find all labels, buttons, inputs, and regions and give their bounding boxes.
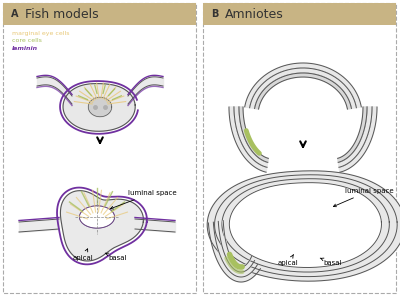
Polygon shape <box>207 171 400 281</box>
Polygon shape <box>239 107 268 162</box>
Text: core cells: core cells <box>12 38 42 44</box>
Polygon shape <box>229 107 267 172</box>
Polygon shape <box>208 222 260 282</box>
Bar <box>203 3 396 293</box>
Polygon shape <box>88 97 112 117</box>
Bar <box>203 3 396 25</box>
Polygon shape <box>245 63 361 108</box>
Polygon shape <box>223 221 252 267</box>
Text: Fish models: Fish models <box>25 7 99 20</box>
Text: basal: basal <box>105 253 126 261</box>
Text: basal: basal <box>320 258 342 266</box>
Polygon shape <box>338 107 372 167</box>
Polygon shape <box>234 107 268 167</box>
Polygon shape <box>255 73 351 109</box>
Text: apical: apical <box>73 249 94 261</box>
Polygon shape <box>214 175 397 276</box>
Polygon shape <box>80 206 114 228</box>
Text: Amniotes: Amniotes <box>225 7 284 20</box>
Bar <box>3 3 196 25</box>
Polygon shape <box>250 68 356 108</box>
Polygon shape <box>218 221 254 272</box>
Text: B: B <box>211 9 218 19</box>
Polygon shape <box>229 183 382 268</box>
Bar <box>3 3 196 293</box>
Polygon shape <box>338 107 367 162</box>
Polygon shape <box>339 107 377 172</box>
Text: luminal space: luminal space <box>334 188 394 207</box>
Polygon shape <box>222 179 389 272</box>
Polygon shape <box>60 191 144 261</box>
Polygon shape <box>213 221 258 277</box>
Text: A: A <box>11 9 18 19</box>
Polygon shape <box>63 83 135 131</box>
Text: laminin: laminin <box>12 46 38 52</box>
Text: apical: apical <box>278 255 299 266</box>
Text: marginal eye cells: marginal eye cells <box>12 30 70 36</box>
Text: luminal space: luminal space <box>110 190 177 209</box>
